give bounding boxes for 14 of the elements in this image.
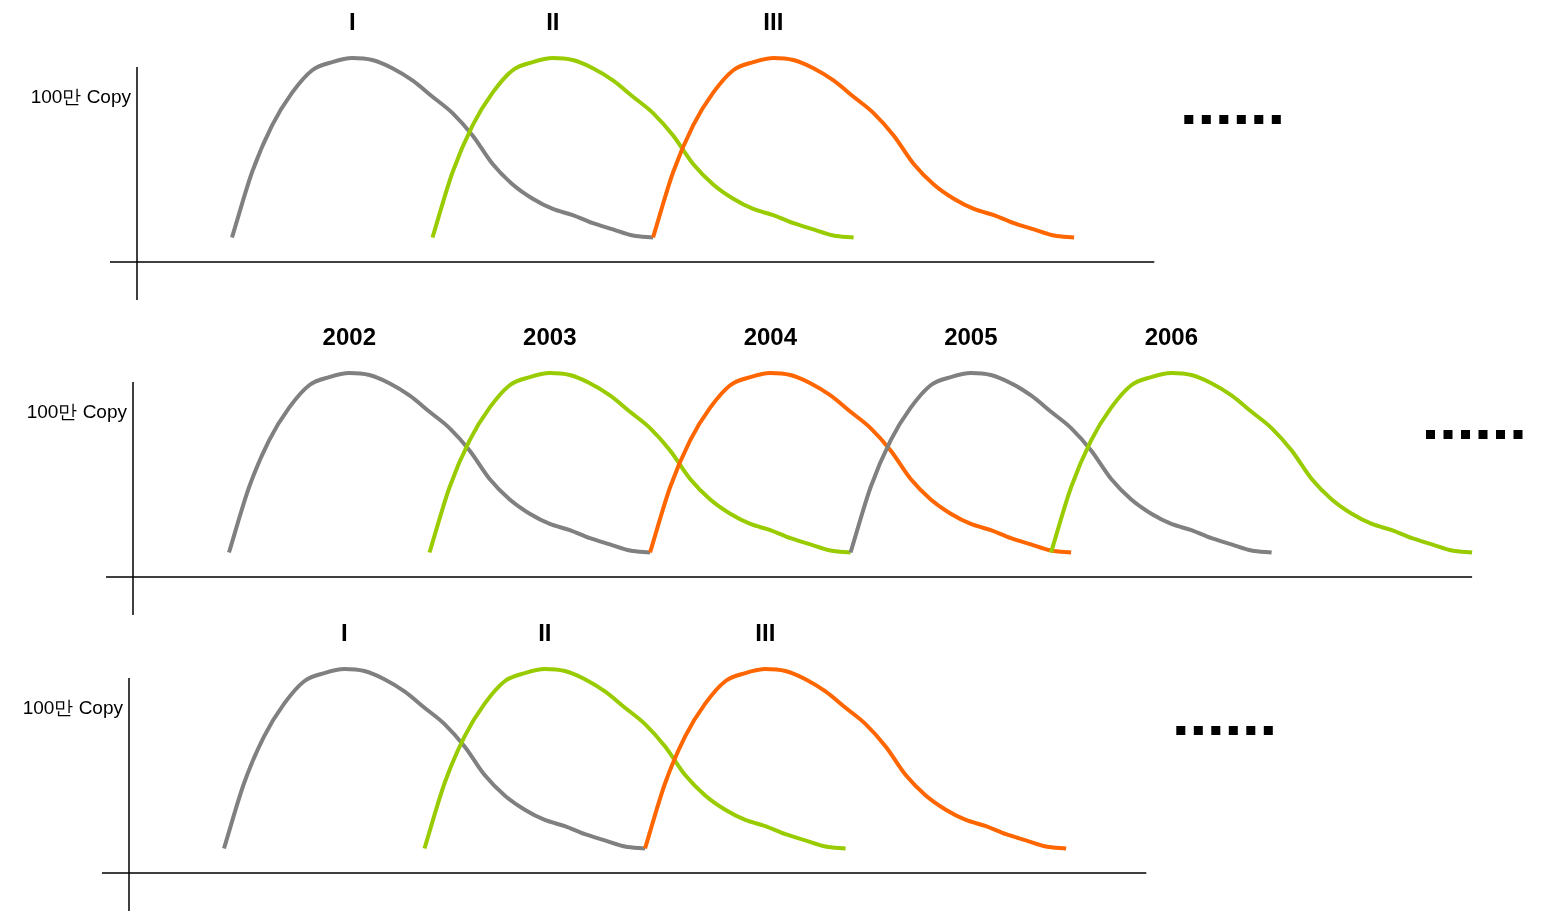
series-label: III: [763, 8, 784, 35]
series-label: 2002: [322, 323, 376, 350]
series-label: I: [340, 619, 348, 646]
series-label: I: [348, 8, 356, 35]
y-axis-title: 100만 Copy: [26, 401, 128, 422]
y-axis-title: 100만 Copy: [22, 697, 124, 718]
series-label: II: [538, 619, 552, 646]
series-label: III: [755, 619, 776, 646]
series-label: II: [546, 8, 560, 35]
y-axis-title: 100만 Copy: [30, 86, 132, 107]
series-label: 2005: [944, 323, 998, 350]
series-label: 2004: [743, 323, 798, 350]
series-label: 2006: [1144, 323, 1199, 350]
series-label: 2003: [523, 323, 577, 350]
